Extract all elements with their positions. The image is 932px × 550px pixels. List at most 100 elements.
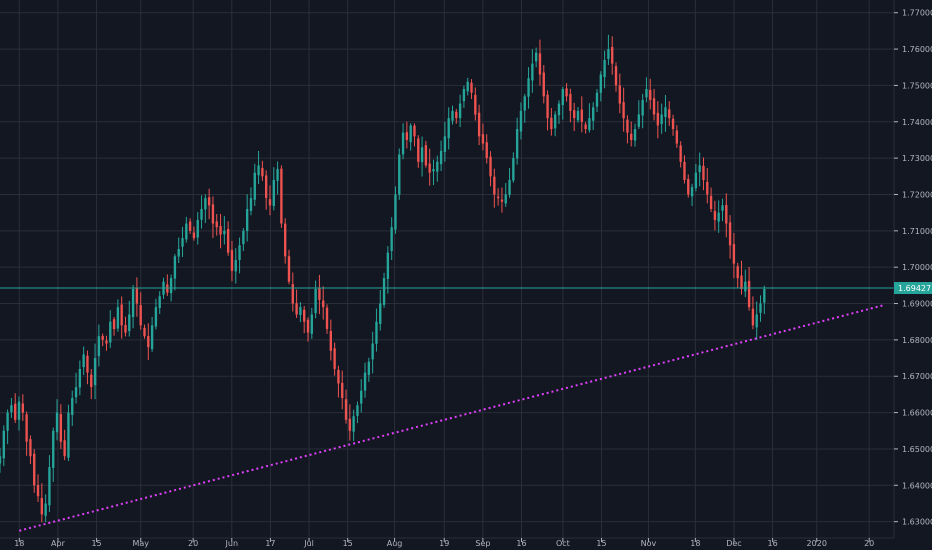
time-tick-label: 19: [439, 539, 449, 548]
price-axis[interactable]: 1.77000 1.76000 1.75000 1.74000 1.73000 1.720…: [894, 9, 932, 527]
candle-body: [71, 398, 74, 416]
candle-body: [622, 102, 625, 119]
candle-body: [732, 244, 736, 264]
candle-body: [698, 165, 701, 173]
time-tick-label: 18: [14, 539, 24, 548]
candle-body: [542, 72, 545, 97]
candle-body: [592, 107, 595, 121]
candle-body: [379, 303, 382, 324]
candle-body: [120, 304, 123, 326]
candle-body: [458, 103, 462, 119]
candle-body: [188, 221, 192, 231]
candle-body: [641, 99, 644, 116]
candle-body: [21, 403, 24, 413]
candle-body: [538, 53, 542, 75]
time-tick-label: 16: [767, 539, 777, 548]
price-tick-label: 1.74000: [902, 118, 932, 127]
candle-body: [29, 439, 32, 457]
support-trendline[interactable]: [19, 304, 884, 532]
candle-body: [489, 156, 492, 177]
candle-body: [44, 503, 47, 516]
price-tick-label: 1.68000: [902, 336, 932, 345]
candle-body: [116, 307, 120, 329]
candle-body: [310, 314, 313, 334]
candle-body: [234, 259, 237, 272]
candle-body: [204, 198, 207, 210]
time-tick-label: Aug: [387, 539, 403, 548]
candle-body: [139, 305, 142, 326]
candle-body: [173, 256, 177, 279]
candle-body: [322, 300, 325, 308]
candle-body: [660, 114, 663, 125]
candle-body: [329, 330, 333, 351]
candle-body: [223, 230, 226, 235]
candle-body: [150, 325, 154, 350]
time-tick-label: Nov: [641, 539, 657, 548]
time-tick-label: Jun: [225, 539, 239, 548]
candle-body: [10, 405, 13, 413]
candle-body: [519, 110, 523, 132]
candle-body: [390, 227, 393, 251]
candle-body: [553, 114, 557, 129]
time-tick-label: 20: [864, 539, 874, 548]
candle-body: [196, 219, 199, 238]
candle-body: [78, 368, 82, 388]
candle-body: [211, 204, 215, 224]
grid-lines: [0, 0, 894, 538]
candle-body: [668, 109, 671, 119]
candle-body: [17, 401, 21, 420]
candle-body: [82, 354, 85, 368]
candle-body: [367, 361, 371, 375]
candle-body: [493, 176, 496, 195]
candle-body: [215, 221, 218, 228]
candle-body: [576, 110, 580, 121]
time-tick-label: 15: [596, 539, 606, 548]
time-axis[interactable]: 18 Apr 15 May 20 Jun 17 Jul 15 Aug 19 Sep 16 Oct 15 Nov…: [14, 538, 874, 548]
candle-body: [105, 340, 108, 344]
candle-body: [717, 212, 720, 222]
candle-body: [371, 343, 374, 360]
price-tick-label: 1.72000: [902, 190, 932, 199]
candlestick-series: [0, 34, 766, 523]
candle-body: [382, 278, 386, 305]
candle-body: [496, 196, 500, 199]
candle-body: [257, 165, 260, 176]
candle-body: [679, 145, 682, 162]
candle-body: [348, 418, 352, 431]
candle-body: [147, 336, 150, 348]
candle-body: [143, 327, 146, 337]
candle-body: [40, 497, 44, 515]
candle-body: [363, 372, 367, 391]
candle-body: [439, 150, 443, 165]
candle-body: [181, 238, 184, 247]
candle-body: [280, 168, 283, 224]
candle-body: [59, 414, 63, 442]
candle-body: [652, 98, 656, 115]
candle-body: [0, 456, 2, 464]
candle-body: [424, 145, 428, 166]
candle-body: [671, 118, 675, 130]
current-price-tag-bg: [894, 282, 932, 295]
current-price-tag: 1.69427: [894, 282, 932, 295]
candle-body: [462, 89, 466, 102]
candle-body: [633, 129, 637, 141]
candle-body: [48, 467, 51, 506]
candle-body: [253, 172, 256, 200]
candle-body: [455, 111, 458, 119]
candle-body: [584, 124, 587, 130]
price-tick-label: 1.67000: [902, 372, 932, 381]
candle-body: [470, 82, 473, 93]
price-tick-label: 1.66000: [902, 409, 932, 418]
candle-body: [451, 110, 454, 121]
candle-body: [109, 321, 112, 343]
candle-body: [690, 187, 694, 197]
candle-body: [375, 321, 378, 344]
candle-body: [124, 324, 127, 333]
candle-body: [86, 355, 89, 373]
candle-body: [131, 288, 135, 318]
candle-body: [626, 119, 629, 133]
candle-body: [763, 288, 766, 303]
candle-body: [477, 112, 481, 137]
